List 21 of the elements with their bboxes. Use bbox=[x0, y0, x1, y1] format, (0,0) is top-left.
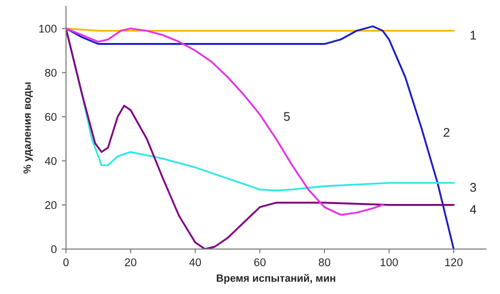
y-tick-label: 20 bbox=[45, 201, 57, 210]
y-tick-label: 80 bbox=[45, 68, 57, 77]
x-tick-label: 120 bbox=[445, 258, 463, 266]
series-label: 1 bbox=[470, 30, 476, 40]
series-label: 3 bbox=[470, 182, 476, 192]
y-tick-label: 60 bbox=[45, 112, 57, 121]
x-tick-label: 60 bbox=[254, 258, 266, 266]
y-tick-label: 40 bbox=[44, 157, 57, 165]
series-label: 2 bbox=[444, 128, 450, 137]
x-axis-title: Время испытаний, мин bbox=[216, 274, 336, 284]
series-label: 5 bbox=[284, 112, 290, 121]
x-tick-label: 100 bbox=[380, 258, 398, 266]
x-tick-label: 80 bbox=[318, 258, 330, 266]
line-series bbox=[66, 28, 384, 216]
y-axis-title: % удаления воды bbox=[23, 82, 33, 174]
y-tick-label: 0 bbox=[51, 245, 57, 254]
x-tick-label: 0 bbox=[63, 258, 69, 266]
series-label: 4 bbox=[470, 205, 476, 214]
x-tick-label: 40 bbox=[189, 258, 201, 266]
x-tick-label: 20 bbox=[124, 258, 136, 266]
y-tick-label: 100 bbox=[39, 24, 57, 33]
